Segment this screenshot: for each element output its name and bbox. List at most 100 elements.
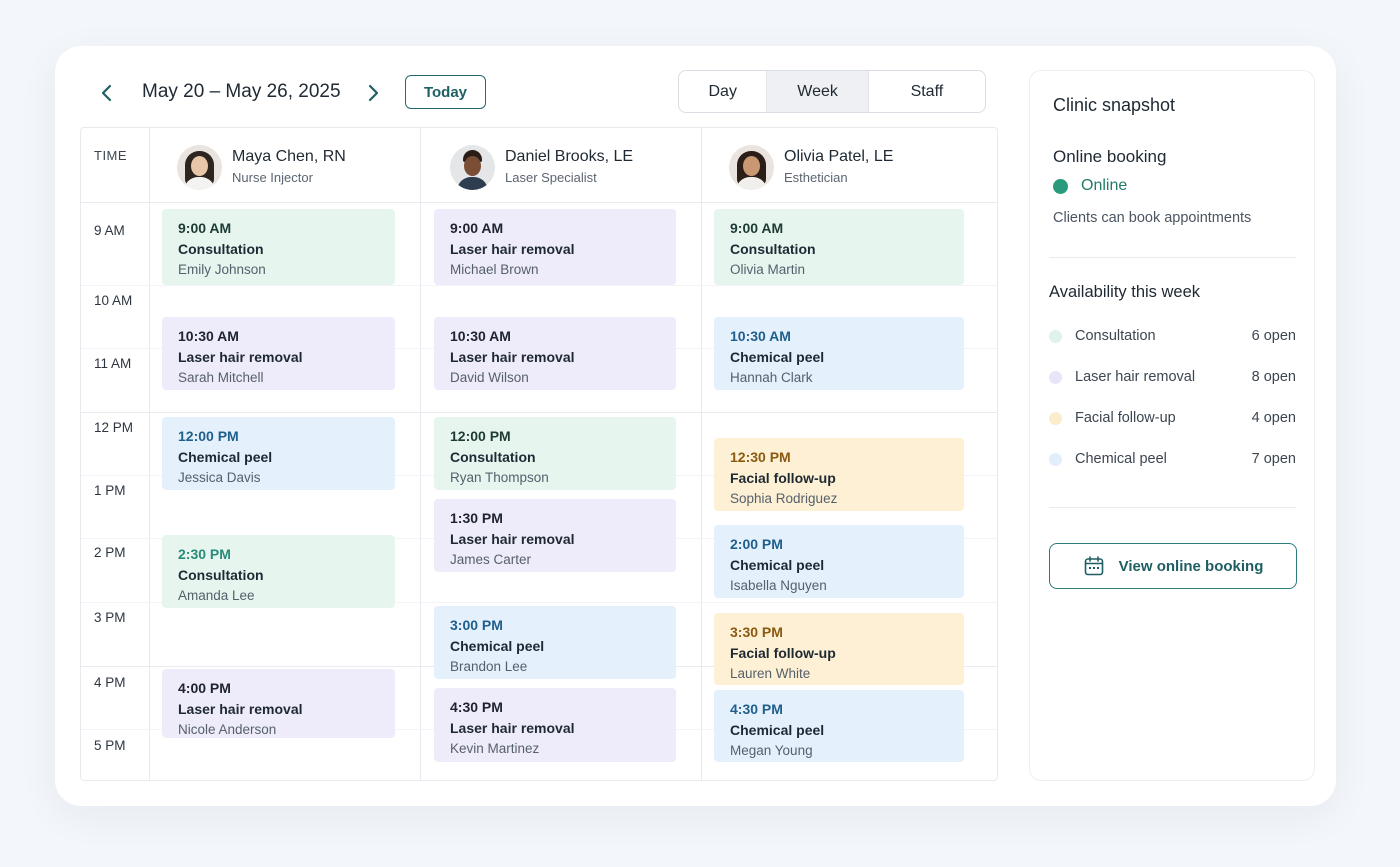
appointment-card[interactable]: 2:00 PM Chemical peel Isabella Nguyen — [714, 525, 964, 598]
appointment-card[interactable]: 4:30 PM Laser hair removal Kevin Martine… — [434, 688, 676, 762]
appointment-card[interactable]: 9:00 AM Consultation Olivia Martin — [714, 209, 964, 285]
appointment-service: Chemical peel — [450, 638, 545, 654]
chevron-right-icon — [368, 84, 379, 102]
appointment-client: Jessica Davis — [178, 470, 261, 485]
appointment-service: Facial follow-up — [730, 645, 836, 661]
time-label: 2 PM — [94, 545, 126, 560]
view-staff-tab[interactable]: Staff — [910, 82, 944, 100]
appointment-card[interactable]: 10:30 AM Chemical peel Hannah Clark — [714, 317, 964, 390]
view-online-booking-button[interactable]: View online booking — [1049, 543, 1297, 589]
appointment-card[interactable]: 10:30 AM Laser hair removal David Wilson — [434, 317, 676, 390]
hour-line — [81, 602, 997, 603]
appointment-client: Olivia Martin — [730, 262, 806, 277]
hour-line — [81, 412, 997, 413]
appointment-client: Kevin Martinez — [450, 741, 540, 756]
column-divider — [420, 128, 421, 780]
appointment-time: 2:00 PM — [730, 536, 783, 552]
appointment-service: Facial follow-up — [730, 470, 836, 486]
appointment-service: Laser hair removal — [450, 720, 575, 736]
appointment-service: Chemical peel — [730, 722, 825, 738]
appointment-service: Consultation — [730, 241, 816, 257]
appointment-card[interactable]: 10:30 AM Laser hair removal Sarah Mitche… — [162, 317, 395, 390]
time-label: 11 AM — [94, 356, 132, 371]
view-week-tab[interactable]: Week — [767, 71, 869, 112]
appointment-card[interactable]: 4:00 PM Laser hair removal Nicole Anders… — [162, 669, 395, 738]
appointment-time: 3:30 PM — [730, 624, 783, 640]
time-label: 4 PM — [94, 675, 126, 690]
today-button[interactable]: Today — [405, 75, 486, 109]
view-day-tab[interactable]: Day — [679, 71, 768, 112]
previous-week-button[interactable] — [94, 80, 120, 106]
appointment-client: Isabella Nguyen — [730, 578, 827, 593]
staff-name: Maya Chen, RN — [232, 148, 346, 165]
appointment-time: 9:00 AM — [730, 220, 784, 236]
availability-item: Laser hair removal 8 open — [1049, 366, 1296, 388]
staff-header-daniel[interactable]: Daniel Brooks, LE Laser Specialist — [450, 144, 633, 190]
appointment-card[interactable]: 4:30 PM Chemical peel Megan Young — [714, 690, 964, 762]
appointment-client: James Carter — [450, 552, 532, 567]
time-label: 9 AM — [94, 223, 125, 238]
legend-dot-icon — [1049, 411, 1062, 425]
staff-name: Olivia Patel, LE — [784, 148, 894, 165]
appointment-time: 12:00 PM — [178, 428, 239, 444]
appointment-time: 12:00 PM — [450, 428, 511, 444]
time-label: 1 PM — [94, 483, 126, 498]
next-week-button[interactable] — [360, 80, 386, 106]
online-booking-description: Clients can book appointments — [1053, 210, 1252, 226]
appointment-time: 1:30 PM — [450, 510, 503, 526]
appointment-card[interactable]: 1:30 PM Laser hair removal James Carter — [434, 499, 676, 572]
appointment-time: 10:30 AM — [178, 328, 239, 344]
appointment-card[interactable]: 3:00 PM Chemical peel Brandon Lee — [434, 606, 676, 679]
availability-name: Consultation — [1075, 328, 1156, 344]
time-column-header: TIME — [94, 148, 128, 163]
appointment-service: Consultation — [178, 241, 264, 257]
appointment-service: Laser hair removal — [450, 349, 575, 365]
appointment-client: Sophia Rodriguez — [730, 491, 838, 506]
appointment-client: Brandon Lee — [450, 659, 528, 674]
header-divider — [81, 202, 997, 203]
appointment-card[interactable]: 9:00 AM Laser hair removal Michael Brown — [434, 209, 676, 285]
avatar — [729, 144, 774, 190]
appointment-time: 10:30 AM — [450, 328, 511, 344]
column-divider — [149, 128, 150, 780]
availability-count: 7 open — [1251, 451, 1296, 467]
availability-count: 8 open — [1251, 369, 1296, 385]
appointment-card[interactable]: 12:00 PM Chemical peel Jessica Davis — [162, 417, 395, 490]
appointment-card[interactable]: 12:00 PM Consultation Ryan Thompson — [434, 417, 676, 490]
appointment-time: 4:30 PM — [730, 701, 783, 717]
appointment-service: Laser hair removal — [178, 701, 303, 717]
appointment-service: Laser hair removal — [450, 241, 575, 257]
appointment-client: Hannah Clark — [730, 370, 813, 385]
time-label: 12 PM — [94, 420, 134, 435]
panel-title: Clinic snapshot — [1053, 95, 1176, 115]
appointment-time: 9:00 AM — [450, 220, 504, 236]
appointment-card[interactable]: 2:30 PM Consultation Amanda Lee — [162, 535, 395, 608]
availability-name: Chemical peel — [1075, 451, 1167, 467]
availability-name: Facial follow-up — [1075, 410, 1176, 426]
appointment-client: Ryan Thompson — [450, 470, 549, 485]
view-online-booking-label: View online booking — [1118, 557, 1264, 575]
appointment-client: Amanda Lee — [178, 588, 255, 603]
time-label: 5 PM — [94, 738, 126, 753]
status-dot-icon — [1053, 178, 1068, 194]
appointment-client: Emily Johnson — [178, 262, 266, 277]
availability-item: Chemical peel 7 open — [1049, 448, 1296, 470]
staff-role: Laser Specialist — [505, 170, 597, 185]
appointment-client: Nicole Anderson — [178, 722, 277, 737]
staff-header-maya[interactable]: Maya Chen, RN Nurse Injector — [177, 144, 346, 190]
staff-header-olivia[interactable]: Olivia Patel, LE Esthetician — [729, 144, 893, 190]
appointment-client: Lauren White — [730, 666, 811, 681]
appointment-card[interactable]: 3:30 PM Facial follow-up Lauren White — [714, 613, 964, 685]
appointment-card[interactable]: 9:00 AM Consultation Emily Johnson — [162, 209, 395, 285]
availability-title: Availability this week — [1049, 283, 1201, 301]
availability-count: 6 open — [1251, 328, 1296, 344]
staff-role: Nurse Injector — [232, 170, 313, 185]
view-toggle: Day Week Staff — [678, 70, 986, 113]
appointment-time: 4:30 PM — [450, 699, 503, 715]
date-range-label: May 20 – May 26, 2025 — [142, 81, 341, 102]
staff-role: Esthetician — [784, 170, 848, 185]
avatar — [450, 144, 495, 190]
calendar-icon — [1084, 556, 1103, 576]
appointment-card[interactable]: 12:30 PM Facial follow-up Sophia Rodrigu… — [714, 438, 964, 511]
availability-item: Facial follow-up 4 open — [1049, 407, 1296, 429]
